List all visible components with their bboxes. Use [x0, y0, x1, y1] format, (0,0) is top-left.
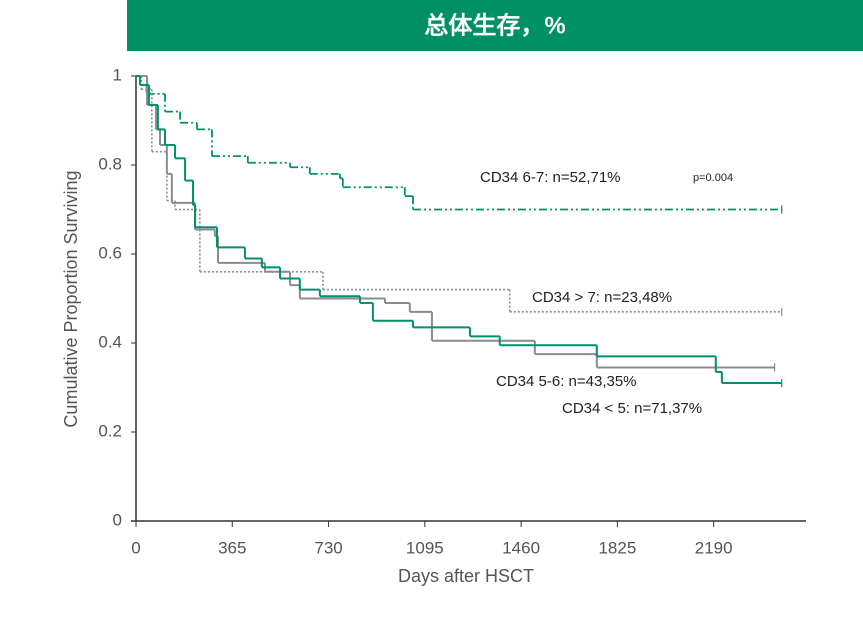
- y-tick-label: 0.2: [98, 421, 122, 440]
- y-tick-label: 1: [113, 65, 122, 84]
- title-banner: [127, 0, 863, 51]
- x-tick-label: 1460: [502, 538, 540, 557]
- x-tick-label: 730: [314, 538, 342, 557]
- series-label: CD34 > 7: n=23,48%: [532, 289, 672, 306]
- chart-title: 总体生存，%: [424, 11, 565, 39]
- x-tick-label: 1095: [406, 538, 444, 557]
- y-tick-label: 0.6: [98, 243, 122, 262]
- series-label: CD34 < 5: n=71,37%: [562, 400, 702, 417]
- x-tick-label: 2190: [695, 538, 733, 557]
- series-label: CD34 5-6: n=43,35%: [496, 373, 637, 390]
- series-label: CD34 6-7: n=52,71%: [480, 169, 621, 186]
- y-axis-label: Cumulative Proportion Surviving: [61, 170, 81, 427]
- y-tick-label: 0.8: [98, 154, 122, 173]
- x-tick-label: 1825: [598, 538, 636, 557]
- x-axis-label: Days after HSCT: [398, 566, 534, 586]
- p-value: p=0.004: [693, 172, 733, 184]
- x-tick-label: 365: [218, 538, 246, 557]
- y-tick-label: 0.4: [98, 332, 122, 351]
- x-tick-label: 0: [131, 538, 140, 557]
- y-tick-label: 0: [113, 510, 122, 529]
